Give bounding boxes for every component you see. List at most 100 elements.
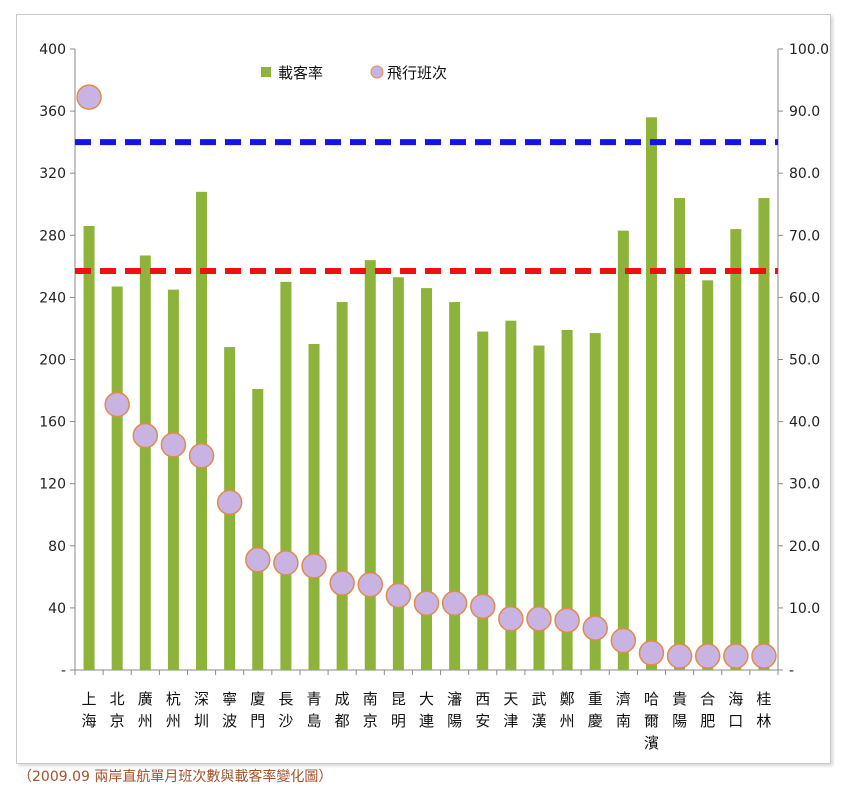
category-label: 都 [335,712,350,730]
left-tick-label: - [61,663,66,679]
category-label: 圳 [194,712,209,730]
marker-point [104,391,130,418]
category-label: 合 [700,690,715,708]
bar [364,260,376,670]
bar [139,255,151,671]
category-label: 重 [588,690,603,708]
reference-lines [75,139,778,275]
category-label: 寧 [222,690,237,708]
left-tick-label: 160 [39,415,66,431]
bar [421,288,432,670]
category-label: 漢 [531,712,546,730]
category-label: 成 [335,690,350,708]
bar [645,117,657,670]
bar [758,198,770,671]
category-label: 口 [728,712,743,730]
category-label: 南 [363,690,378,708]
marker-point [216,489,243,516]
category-label: 海 [728,690,743,708]
category-label: 連 [419,712,434,730]
left-tick-label: 320 [39,166,66,182]
left-tick-label: 400 [39,42,66,58]
marker-point [329,570,355,596]
left-tick-label: 360 [39,104,66,120]
category-label: 陽 [447,712,462,730]
right-tick-label: 80.0 [789,166,820,182]
bar [561,330,573,670]
bar [392,277,404,670]
bar [196,191,208,670]
legend-bar-swatch [261,67,271,77]
category-label: 廈 [250,690,265,708]
chart-axes [70,48,783,675]
bar [449,302,461,670]
category-label: 爾 [644,712,659,730]
category-label: 天 [503,690,518,708]
tick-labels: - 40 80 120 160 200 240 280 320 360 400 - 10.0 20.0 30… [39,42,829,752]
category-label: 州 [560,712,575,730]
left-tick-label: 80 [48,539,66,555]
marker-point [526,606,552,632]
category-label: 桂 [756,690,771,708]
bar [280,281,292,670]
marker-point [273,550,299,576]
marker-point [666,643,693,669]
marker-point [469,593,496,620]
bar [167,289,179,670]
right-tick-label: 90.0 [789,104,820,120]
category-label: 大 [419,690,434,708]
bar-series [83,117,770,671]
marker-point [357,571,384,598]
left-tick-label: 40 [48,601,66,617]
category-label: 沙 [278,712,293,730]
category-label: 濱 [644,734,659,752]
category-label: 明 [391,712,406,730]
marker-point [582,615,608,641]
legend-label-flights: 飛行班次 [387,64,447,82]
bar [617,230,629,670]
right-tick-label: 10.0 [789,601,820,617]
category-label: 門 [250,712,265,730]
marker-point [751,643,777,669]
category-label: 津 [503,712,518,730]
marker-point [638,640,665,666]
marker-point [441,590,468,616]
right-tick-label: 50.0 [789,353,820,369]
bar [336,302,348,670]
category-label: 青 [307,690,322,708]
category-label: 廣 [138,690,153,708]
category-label: 鄭 [560,690,575,708]
right-tick-label: 60.0 [789,290,820,306]
legend-marker-swatch [370,65,384,79]
category-label: 慶 [588,712,603,730]
category-label: 瀋 [447,690,462,708]
bar [83,225,95,671]
category-label: 濟 [616,690,631,708]
bar [674,198,686,671]
marker-point [301,553,327,579]
bar [477,331,489,670]
category-label: 昆 [391,690,406,708]
bar [589,333,601,670]
marker-series [76,84,777,669]
bar [533,345,545,670]
category-label: 貴 [672,690,687,708]
category-label: 林 [756,712,771,730]
category-label: 哈 [644,690,659,708]
category-label: 陽 [672,712,687,730]
right-tick-label: 30.0 [789,477,820,493]
marker-point [554,607,580,634]
left-tick-label: 120 [39,477,66,493]
category-label: 島 [307,712,322,730]
category-label: 波 [222,712,237,730]
category-label: 州 [166,712,181,730]
marker-point [188,443,215,469]
right-tick-label: - [789,663,794,679]
marker-point [610,627,637,654]
bar [702,280,714,670]
category-label: 南 [616,712,631,730]
category-label: 北 [110,690,125,708]
left-tick-label: 280 [39,228,66,244]
marker-point [385,582,412,609]
